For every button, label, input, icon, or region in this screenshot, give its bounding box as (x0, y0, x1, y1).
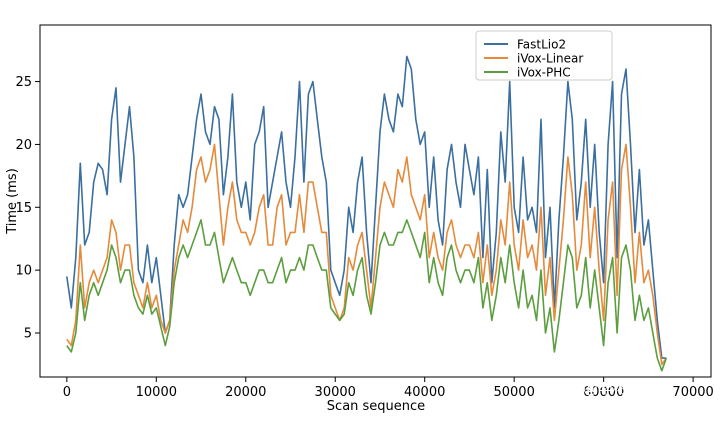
x-axis: 0 10000 20000 30000 40000 50000 60000 70000 (63, 377, 714, 400)
plot-frame (39, 24, 712, 378)
y-axis: 5 10 15 20 25 (15, 75, 40, 342)
x-tick-label: 50000 (493, 385, 534, 400)
legend-label: FastLio2 (517, 38, 566, 52)
watermark: 知乎 @毕彬居士 (548, 379, 658, 397)
series-line-ivox-linear (66, 143, 667, 366)
x-axis-label: Scan sequence (327, 399, 425, 414)
x-tick-label: 20000 (225, 385, 266, 400)
x-tick-label: 30000 (315, 385, 356, 400)
x-tick-label: 0 (63, 385, 71, 400)
legend-label: iVox-Linear (517, 52, 583, 66)
x-tick-label: 40000 (404, 385, 445, 400)
y-tick-label: 5 (24, 327, 32, 342)
series-line-ivox-phc (66, 219, 668, 372)
legend-label: iVox-PHC (517, 66, 571, 80)
watermark-text: 知乎 @毕彬居士 (548, 379, 658, 397)
x-tick-label: 10000 (136, 385, 177, 400)
y-axis-label: Time (ms) (5, 168, 20, 235)
y-tick-label: 25 (15, 75, 32, 90)
series-layer (66, 55, 668, 372)
y-tick-label: 10 (15, 264, 32, 279)
y-tick-label: 15 (15, 201, 32, 216)
x-tick-label: 70000 (672, 385, 713, 400)
legend-box (475, 30, 613, 81)
y-tick-label: 20 (15, 138, 32, 153)
x-tick-label: 60000 (583, 385, 624, 400)
